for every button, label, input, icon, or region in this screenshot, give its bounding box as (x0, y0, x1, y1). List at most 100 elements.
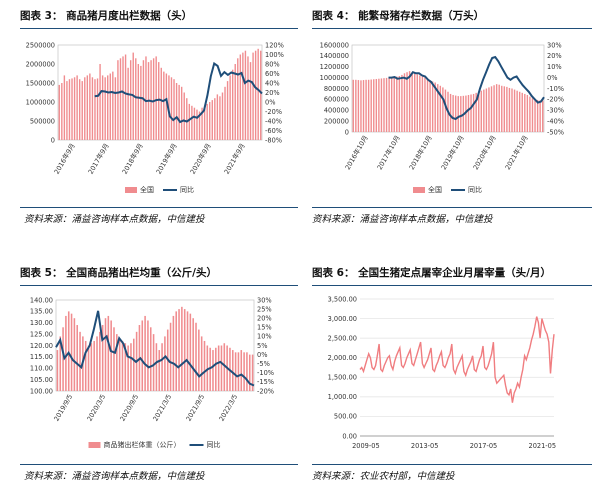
bar (524, 93, 526, 132)
bar (211, 100, 213, 140)
legend-label: 全国 (140, 185, 154, 194)
x-tick-label: 2020/9/5 (118, 393, 140, 423)
bar (465, 95, 467, 132)
bar (206, 345, 209, 391)
y-tick-label: 2,500.00 (328, 334, 357, 342)
x-tick-label: 2016年10月 (343, 134, 370, 172)
x-tick-label: 2019/9/5 (52, 393, 74, 423)
y-tick-label: 115.00 (30, 353, 53, 361)
y2-tick-label: -30% (547, 107, 564, 115)
bar (229, 75, 231, 140)
chart-3-plot: 05000001000000150000020000002500000-80%-… (26, 41, 284, 194)
title-rule (312, 285, 592, 286)
source-note: 资料来源：农业农村部，中信建投 (312, 471, 455, 482)
bar (183, 92, 185, 140)
x-tick-label: 2017年9月 (86, 142, 111, 176)
bar (73, 318, 76, 391)
y-tick-label: 105.00 (30, 376, 53, 384)
bar (71, 78, 73, 140)
chart-5-plot: 100.00 105.00 110.00 115.00 120.00 125.00 130.… (30, 296, 274, 449)
bar (124, 54, 127, 140)
bar (127, 67, 129, 140)
y2-tick-label: -20% (265, 108, 282, 116)
bar (483, 89, 485, 132)
bar (124, 343, 127, 391)
bar (518, 91, 521, 132)
bar (181, 306, 183, 391)
bar (246, 352, 248, 391)
legend-label: 同比 (180, 185, 194, 194)
bar (214, 98, 216, 140)
bar (529, 96, 531, 132)
bar (86, 75, 89, 140)
y2-tick-label: -10% (547, 85, 564, 93)
title-rule (20, 28, 298, 29)
bar (478, 91, 480, 132)
bar (506, 86, 508, 132)
bar (431, 81, 434, 132)
x-tick-label: 2021年10月 (503, 134, 530, 172)
bar (122, 56, 124, 140)
bar (99, 64, 101, 140)
bar (442, 87, 444, 132)
bar (457, 96, 459, 132)
y2-tick-label: 80% (265, 60, 280, 68)
legend-swatch-bar (88, 442, 101, 448)
y2-tick-label: -60% (265, 127, 282, 135)
y2-tick-label: 20% (257, 315, 272, 323)
bar (536, 99, 539, 132)
bar (460, 96, 462, 132)
bar (429, 80, 431, 132)
bar (117, 60, 119, 141)
y2-tick-label: 15% (257, 324, 272, 332)
series-line (94, 61, 263, 124)
bar (215, 347, 217, 391)
x-tick-label: 2018年10月 (407, 134, 434, 172)
bar (244, 50, 247, 141)
chart-4-plot: 0 200000 400000 600000 800000 1000000 1200000 1… (320, 41, 564, 194)
bar (113, 327, 115, 391)
bar (65, 315, 67, 391)
bar (226, 81, 229, 140)
source-note: 资料来源：涌益咨询样本点数据，中信建投 (312, 214, 493, 225)
y-tick-label: 140.00 (30, 296, 53, 304)
x-tick-label: 2017年10月 (375, 134, 402, 172)
source-rule (312, 464, 592, 465)
bar (240, 350, 243, 391)
bar (467, 95, 470, 132)
bar (175, 83, 178, 140)
bar (78, 79, 81, 140)
bar (193, 107, 196, 140)
bar (237, 58, 239, 140)
bar (403, 73, 406, 132)
bar (388, 77, 390, 132)
bar (56, 350, 59, 391)
y2-tick-label: -40% (547, 117, 564, 125)
bar (188, 103, 191, 140)
bar (79, 331, 81, 391)
title-rule (312, 28, 592, 29)
bar (475, 92, 477, 132)
bar (91, 77, 94, 140)
bar (87, 345, 90, 391)
y-tick-label: 1400000 (320, 52, 349, 60)
bar (490, 86, 493, 132)
bar (516, 90, 518, 132)
x-tick-label: 2020年10月 (471, 134, 498, 172)
bar (81, 81, 83, 140)
bar (539, 100, 541, 132)
y-tick-label: 1500000 (26, 79, 55, 87)
y-tick-label: 0 (51, 136, 55, 144)
y2-tick-label: 25% (257, 305, 272, 313)
bar (68, 79, 71, 140)
y-tick-label: 600000 (324, 96, 349, 104)
x-tick-label: 2021/9/5 (184, 393, 206, 423)
x-tick-label: 2020年9月 (188, 142, 213, 176)
bar (209, 347, 211, 391)
bar (147, 320, 149, 391)
bar (107, 75, 109, 140)
bar (401, 74, 403, 132)
bar (104, 318, 107, 391)
legend-label: 同比 (468, 185, 482, 194)
bar (107, 315, 110, 391)
